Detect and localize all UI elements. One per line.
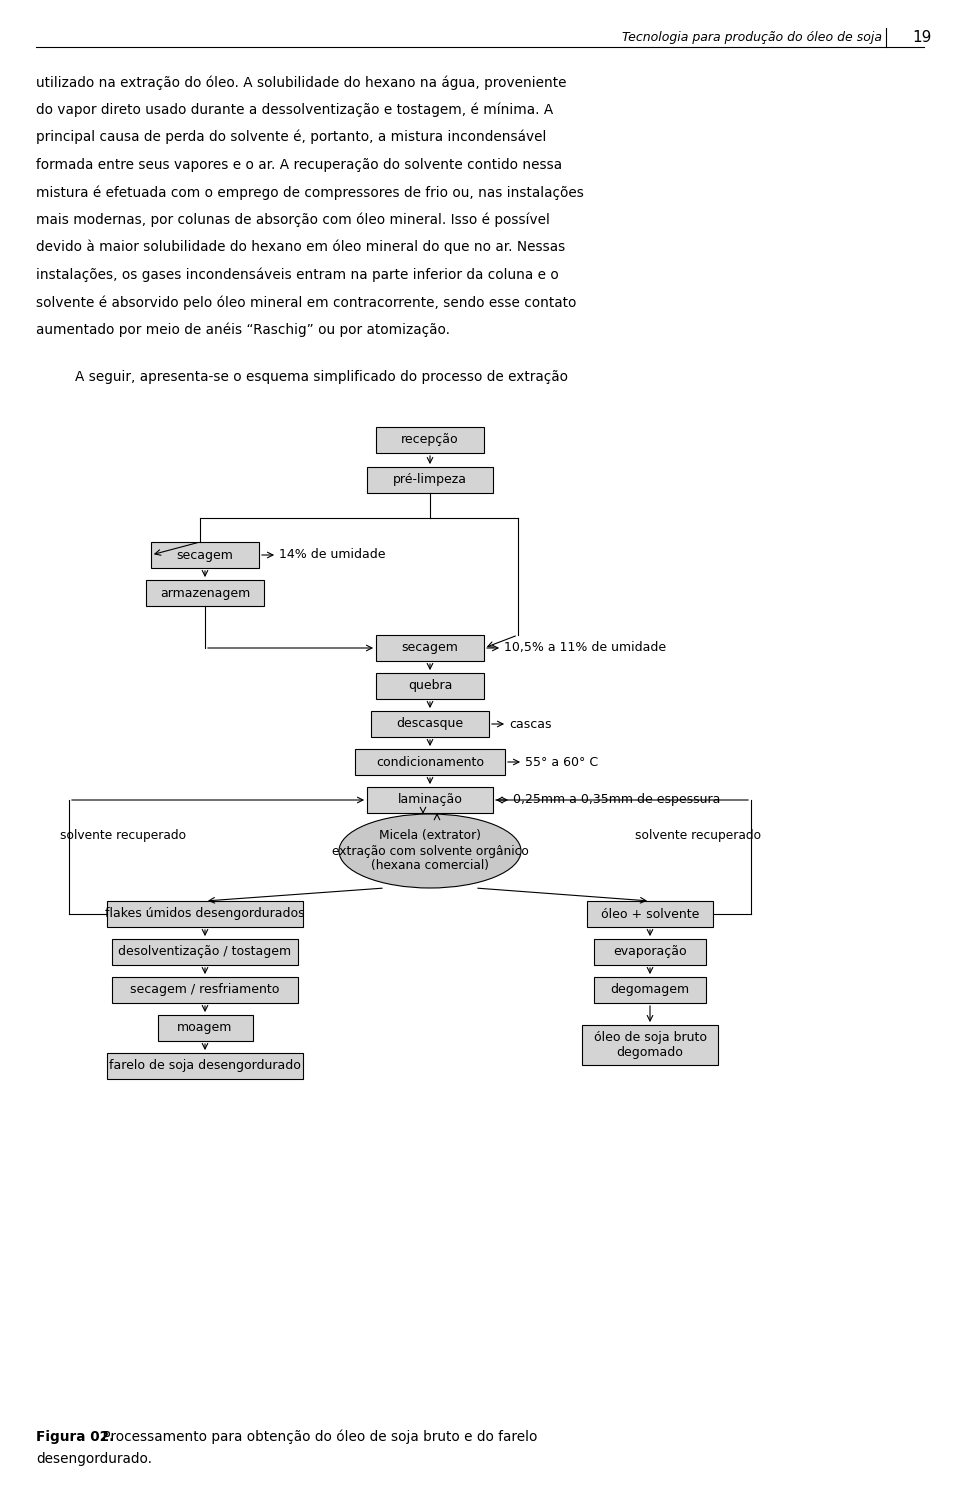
Text: óleo + solvente: óleo + solvente (601, 907, 699, 920)
Text: descasque: descasque (396, 717, 464, 731)
FancyBboxPatch shape (107, 1053, 303, 1079)
Text: devido à maior solubilidade do hexano em óleo mineral do que no ar. Nessas: devido à maior solubilidade do hexano em… (36, 241, 565, 254)
Text: solvente recuperado: solvente recuperado (60, 829, 186, 843)
Text: armazenagem: armazenagem (160, 587, 251, 599)
Text: 0,25mm a 0,35mm de espessura: 0,25mm a 0,35mm de espessura (513, 793, 720, 807)
Text: principal causa de perda do solvente é, portanto, a mistura incondensável: principal causa de perda do solvente é, … (36, 130, 546, 145)
FancyBboxPatch shape (582, 1025, 718, 1065)
Text: Micela (extrator)
extração com solvente orgânico
(hexana comercial): Micela (extrator) extração com solvente … (331, 829, 528, 872)
Text: moagem: moagem (178, 1022, 232, 1034)
Text: A seguir, apresenta-se o esquema simplificado do processo de extração: A seguir, apresenta-se o esquema simplif… (75, 371, 568, 384)
FancyBboxPatch shape (376, 672, 484, 699)
FancyBboxPatch shape (146, 580, 264, 607)
Text: 10,5% a 11% de umidade: 10,5% a 11% de umidade (504, 641, 666, 654)
Text: quebra: quebra (408, 680, 452, 693)
Text: laminação: laminação (397, 793, 463, 807)
FancyBboxPatch shape (594, 977, 706, 1002)
FancyBboxPatch shape (367, 787, 493, 813)
Text: instalações, os gases incondensáveis entram na parte inferior da coluna e o: instalações, os gases incondensáveis ent… (36, 267, 559, 282)
FancyBboxPatch shape (371, 711, 489, 737)
Text: aumentado por meio de anéis “Raschig” ou por atomização.: aumentado por meio de anéis “Raschig” ou… (36, 323, 450, 338)
Text: mistura é efetuada com o emprego de compressores de frio ou, nas instalações: mistura é efetuada com o emprego de comp… (36, 185, 584, 200)
FancyBboxPatch shape (587, 901, 713, 926)
Text: secagem: secagem (401, 641, 459, 654)
FancyBboxPatch shape (112, 940, 298, 965)
Text: recepção: recepção (401, 433, 459, 447)
FancyBboxPatch shape (355, 748, 505, 775)
FancyBboxPatch shape (151, 542, 259, 568)
FancyBboxPatch shape (594, 940, 706, 965)
Text: secagem / resfriamento: secagem / resfriamento (131, 983, 279, 996)
FancyBboxPatch shape (376, 427, 484, 453)
Text: Processamento para obtenção do óleo de soja bruto e do farelo: Processamento para obtenção do óleo de s… (98, 1430, 538, 1445)
FancyBboxPatch shape (112, 977, 298, 1002)
Text: formada entre seus vapores e o ar. A recuperação do solvente contido nessa: formada entre seus vapores e o ar. A rec… (36, 157, 563, 172)
Text: Figura 02.: Figura 02. (36, 1430, 114, 1445)
Text: 55° a 60° C: 55° a 60° C (525, 756, 598, 768)
Text: solvente é absorvido pelo óleo mineral em contracorrente, sendo esse contato: solvente é absorvido pelo óleo mineral e… (36, 294, 576, 309)
Text: óleo de soja bruto
degomado: óleo de soja bruto degomado (593, 1031, 707, 1059)
Text: farelo de soja desengordurado: farelo de soja desengordurado (109, 1059, 300, 1073)
Text: degomagem: degomagem (611, 983, 689, 996)
Text: 14% de umidade: 14% de umidade (279, 548, 386, 562)
FancyBboxPatch shape (157, 1014, 252, 1041)
Text: cascas: cascas (509, 717, 551, 731)
FancyBboxPatch shape (376, 635, 484, 660)
Text: condicionamento: condicionamento (376, 756, 484, 768)
FancyBboxPatch shape (107, 901, 303, 926)
Text: flakes úmidos desengordurados: flakes úmidos desengordurados (106, 907, 305, 920)
Text: desengordurado.: desengordurado. (36, 1452, 152, 1466)
Text: solvente recuperado: solvente recuperado (635, 829, 761, 843)
Text: Tecnologia para produção do óleo de soja: Tecnologia para produção do óleo de soja (622, 30, 882, 43)
Text: secagem: secagem (177, 548, 233, 562)
Ellipse shape (339, 814, 521, 887)
Text: 19: 19 (912, 30, 932, 45)
Text: do vapor direto usado durante a dessolventização e tostagem, é mínima. A: do vapor direto usado durante a dessolve… (36, 103, 553, 117)
Text: evaporação: evaporação (613, 946, 686, 959)
Text: utilizado na extração do óleo. A solubilidade do hexano na água, proveniente: utilizado na extração do óleo. A solubil… (36, 75, 566, 90)
Text: desolventização / tostagem: desolventização / tostagem (118, 946, 292, 959)
Text: mais modernas, por colunas de absorção com óleo mineral. Isso é possível: mais modernas, por colunas de absorção c… (36, 212, 550, 227)
FancyBboxPatch shape (367, 468, 493, 493)
Text: pré-limpeza: pré-limpeza (393, 474, 467, 487)
